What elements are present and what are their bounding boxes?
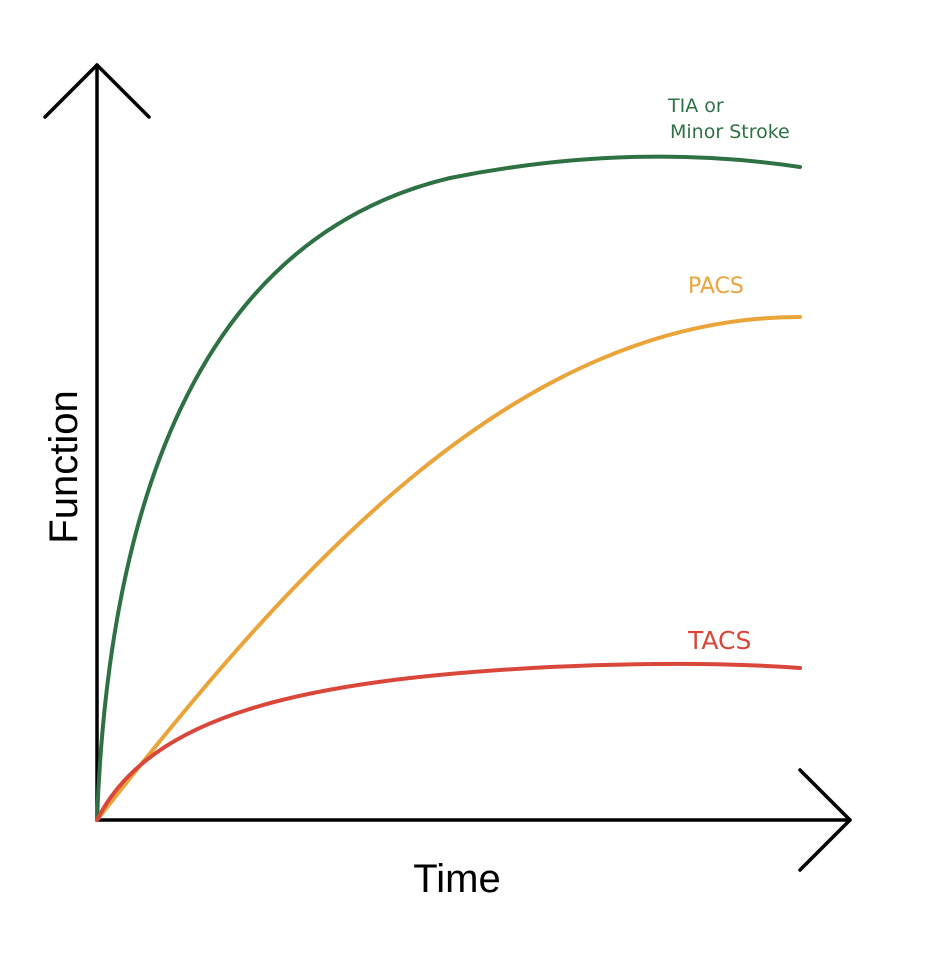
- curve-label: PACS: [688, 274, 744, 299]
- curve-label: TIA or: [667, 95, 724, 117]
- curve-label: Minor Stroke: [670, 121, 790, 143]
- curve-label: TACS: [687, 626, 751, 655]
- y-axis-arrow: [43, 63, 151, 119]
- x-axis-label: Time: [413, 857, 500, 901]
- y-axis-label: Function: [42, 390, 86, 543]
- tia-curve: [95, 154, 802, 822]
- tacs-curve: [95, 661, 802, 822]
- pacs-curve: [95, 315, 802, 822]
- x-axis-arrow: [798, 768, 852, 872]
